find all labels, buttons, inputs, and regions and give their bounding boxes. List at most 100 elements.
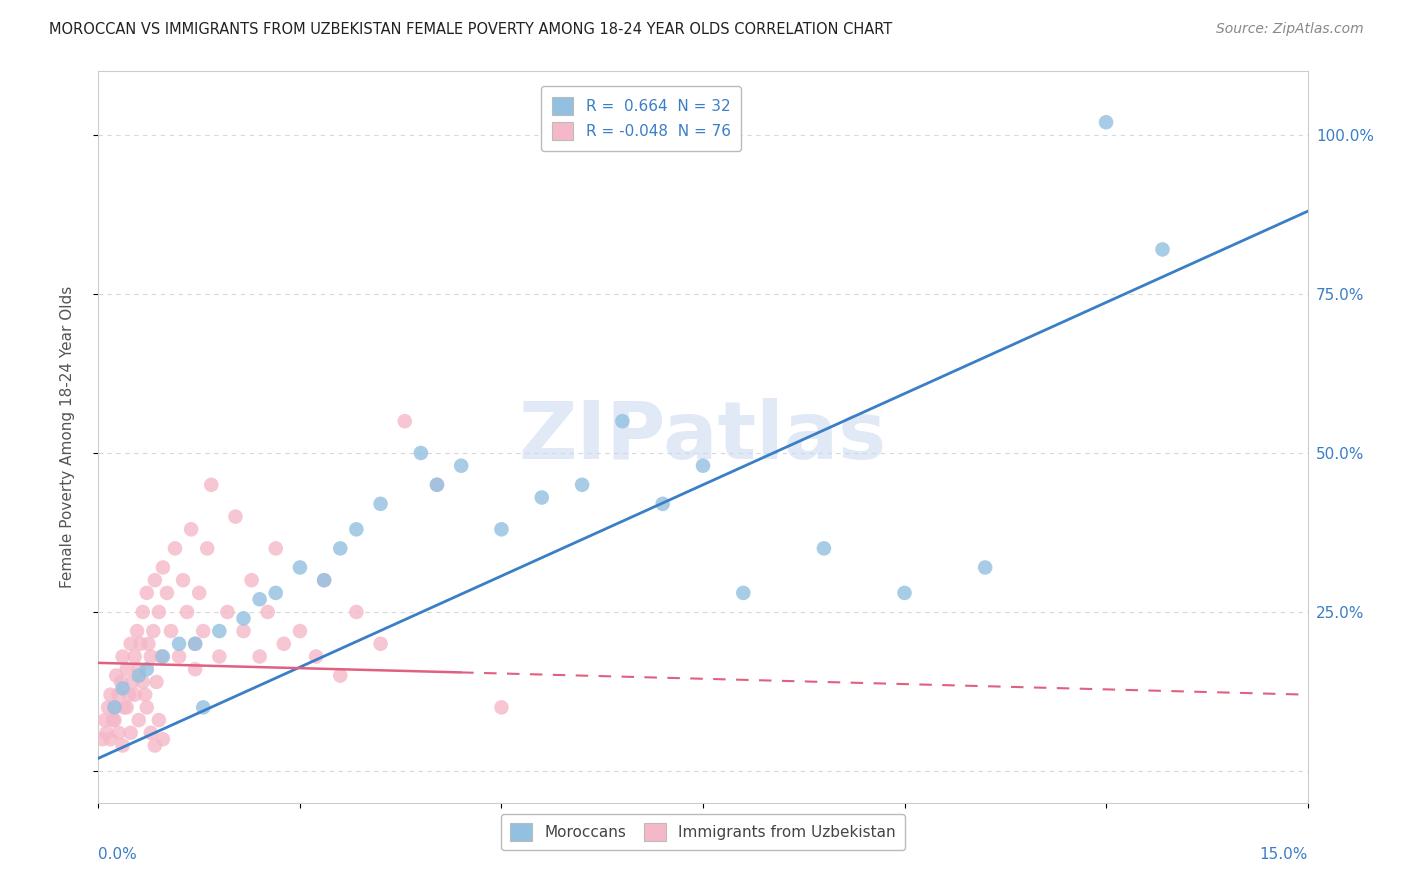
Point (288, 560, 311, 574)
Point (101, 713, 124, 727)
Point (132, 605, 155, 619)
Point (160, 624, 183, 638)
Point (651, 497, 673, 511)
Point (409, 446, 432, 460)
Point (217, 605, 239, 619)
Point (103, 713, 125, 727)
Point (138, 637, 160, 651)
Point (264, 541, 287, 556)
Point (329, 541, 352, 556)
Point (612, 414, 634, 428)
Point (111, 739, 134, 753)
Point (733, 586, 755, 600)
Point (150, 649, 173, 664)
Point (450, 458, 472, 473)
Point (188, 586, 211, 600)
Point (115, 700, 138, 714)
Point (692, 458, 714, 473)
Point (135, 662, 157, 676)
Point (100, 688, 122, 702)
Point (148, 713, 170, 727)
Point (974, 560, 997, 574)
Point (111, 649, 134, 664)
Point (1095, 115, 1118, 129)
Point (132, 675, 155, 690)
Point (112, 700, 135, 714)
Point (115, 662, 138, 676)
Point (139, 726, 162, 740)
Point (893, 586, 915, 600)
Point (249, 592, 271, 607)
Point (491, 700, 513, 714)
Point (135, 586, 157, 600)
Point (139, 649, 162, 664)
Legend: Moroccans, Immigrants from Uzbekistan: Moroccans, Immigrants from Uzbekistan (502, 814, 904, 850)
Point (256, 605, 278, 619)
Point (107, 688, 129, 702)
Point (370, 637, 392, 651)
Point (120, 726, 142, 740)
Point (344, 522, 367, 536)
Point (184, 662, 207, 676)
Point (344, 605, 367, 619)
Text: 15.0%: 15.0% (1260, 847, 1308, 862)
Point (118, 688, 141, 702)
Point (249, 649, 271, 664)
Point (142, 624, 165, 638)
Point (184, 637, 207, 651)
Point (273, 637, 295, 651)
Point (167, 649, 190, 664)
Point (571, 477, 593, 491)
Point (120, 637, 142, 651)
Point (145, 675, 167, 690)
Text: 0.0%: 0.0% (98, 847, 138, 862)
Point (195, 541, 218, 556)
Point (96, 726, 118, 740)
Text: Source: ZipAtlas.com: Source: ZipAtlas.com (1216, 22, 1364, 37)
Point (264, 586, 287, 600)
Point (143, 739, 166, 753)
Point (329, 668, 352, 682)
Point (97, 700, 120, 714)
Y-axis label: Female Poverty Among 18-24 Year Olds: Female Poverty Among 18-24 Year Olds (60, 286, 75, 588)
Point (134, 688, 156, 702)
Point (156, 586, 179, 600)
Point (184, 637, 207, 651)
Point (163, 541, 186, 556)
Point (394, 414, 416, 428)
Point (128, 713, 150, 727)
Point (314, 573, 336, 587)
Point (152, 732, 174, 747)
Point (100, 732, 122, 747)
Point (491, 522, 513, 536)
Point (127, 624, 149, 638)
Point (91, 732, 114, 747)
Point (314, 573, 336, 587)
Text: MOROCCAN VS IMMIGRANTS FROM UZBEKISTAN FEMALE POVERTY AMONG 18-24 YEAR OLDS CORR: MOROCCAN VS IMMIGRANTS FROM UZBEKISTAN F… (49, 22, 893, 37)
Point (200, 477, 222, 491)
Point (148, 605, 170, 619)
Point (232, 624, 254, 638)
Point (167, 637, 190, 651)
Point (152, 560, 174, 574)
Point (94, 713, 117, 727)
Point (224, 509, 246, 524)
Point (111, 681, 134, 696)
Point (1152, 243, 1174, 257)
Point (813, 541, 835, 556)
Point (176, 605, 198, 619)
Point (370, 497, 392, 511)
Point (426, 477, 449, 491)
Point (172, 573, 194, 587)
Point (152, 649, 174, 664)
Point (124, 649, 146, 664)
Point (105, 668, 128, 682)
Point (288, 624, 311, 638)
Point (121, 675, 143, 690)
Point (180, 522, 202, 536)
Point (135, 700, 157, 714)
Point (129, 637, 152, 651)
Point (426, 477, 449, 491)
Point (193, 700, 215, 714)
Point (232, 611, 254, 625)
